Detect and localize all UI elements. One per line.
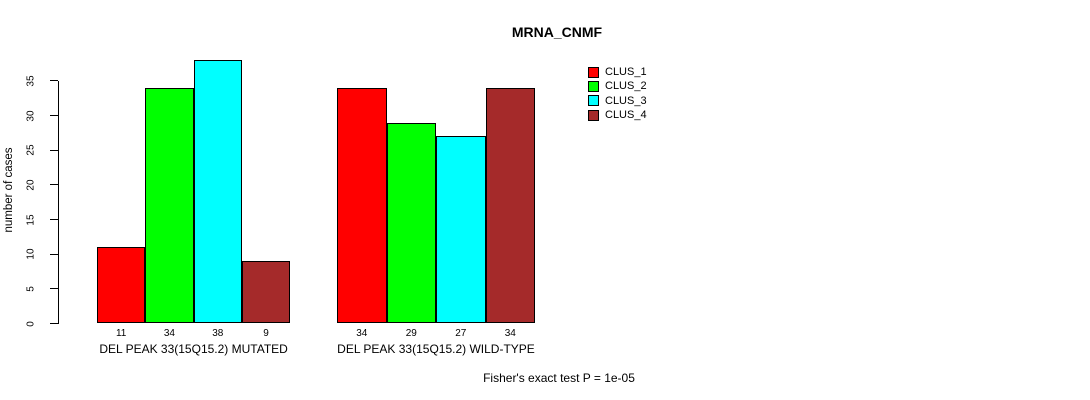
bar-value-label: 34 xyxy=(356,328,368,339)
group-axis-label: DEL PEAK 33(15Q15.2) WILD-TYPE xyxy=(337,342,535,356)
bar xyxy=(193,60,242,324)
y-axis-line xyxy=(58,80,59,325)
group-axis-label: DEL PEAK 33(15Q15.2) MUTATED xyxy=(99,342,288,356)
y-axis-tick-label: 35 xyxy=(25,75,37,87)
legend-item: CLUS_1 xyxy=(588,66,647,78)
legend-label: CLUS_4 xyxy=(605,109,647,122)
legend-label: CLUS_2 xyxy=(605,80,647,93)
y-axis-tick-label: 25 xyxy=(25,144,37,156)
chart-title: MRNA_CNMF xyxy=(511,24,603,40)
bar-value-label: 34 xyxy=(163,328,175,339)
y-axis-tick xyxy=(50,149,58,151)
y-axis-tick xyxy=(50,219,58,221)
y-axis-label: number of cases xyxy=(3,147,15,233)
legend-label: CLUS_1 xyxy=(605,66,647,78)
y-axis-tick-label: 20 xyxy=(25,179,37,191)
bar xyxy=(436,136,486,324)
bar-value-label: 9 xyxy=(263,328,269,339)
y-axis-tick-label: 5 xyxy=(25,286,37,292)
legend-color-swatch xyxy=(588,95,599,107)
y-axis-tick xyxy=(50,80,58,82)
y-axis-tick-label: 15 xyxy=(25,213,37,226)
legend-item: CLUS_2 xyxy=(588,80,647,92)
legend-label: CLUS_3 xyxy=(605,94,647,107)
y-axis-tick-label: 0 xyxy=(25,320,37,327)
legend-item: CLUS_4 xyxy=(588,109,647,121)
bar-value-label: 11 xyxy=(115,328,127,339)
bar xyxy=(97,247,146,324)
y-axis-tick xyxy=(50,253,58,255)
bar xyxy=(485,87,535,324)
bar xyxy=(145,87,194,324)
legend-color-swatch xyxy=(588,80,599,92)
y-axis-tick xyxy=(50,288,58,290)
legend-color-swatch xyxy=(588,66,599,78)
footnote: Fisher's exact test P = 1e-05 xyxy=(483,371,635,385)
y-axis-tick xyxy=(50,184,58,186)
bar-value-label: 29 xyxy=(405,328,417,339)
bar-value-label: 38 xyxy=(212,328,224,339)
bar xyxy=(241,261,291,324)
legend-item: CLUS_3 xyxy=(588,95,647,107)
y-axis-tick-label: 30 xyxy=(25,110,37,122)
bar-value-label: 34 xyxy=(504,328,516,339)
bar xyxy=(337,87,387,324)
bar-value-label: 27 xyxy=(455,328,467,339)
y-axis-tick-label: 10 xyxy=(25,248,37,260)
legend-color-swatch xyxy=(588,109,599,121)
y-axis-tick xyxy=(50,115,58,117)
y-axis-tick xyxy=(50,323,58,324)
bar xyxy=(386,122,436,324)
